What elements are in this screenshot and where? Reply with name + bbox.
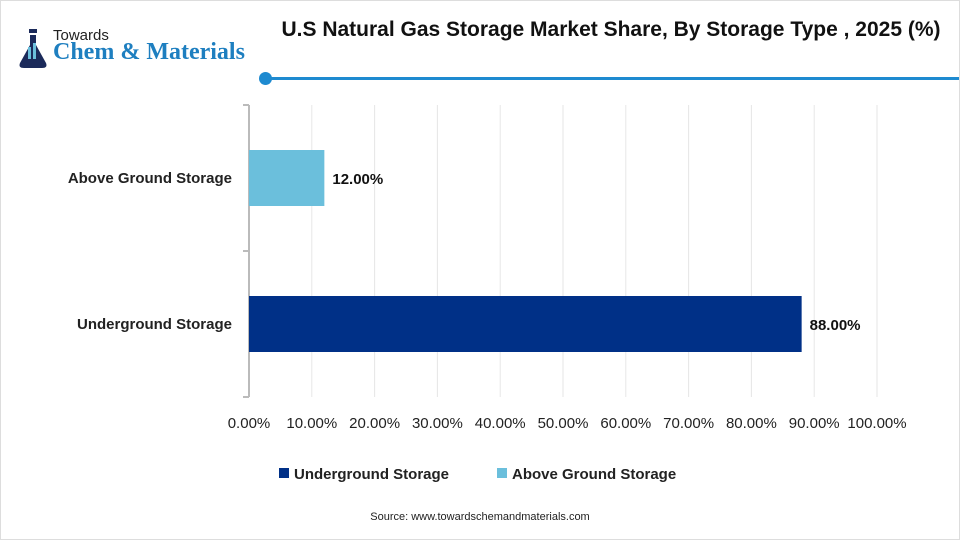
x-tick-label: 60.00%: [600, 415, 651, 432]
x-tick-label: 90.00%: [789, 415, 840, 432]
flask-icon: [19, 29, 47, 68]
data-label: 88.00%: [810, 317, 861, 334]
logo-line1: Towards: [53, 27, 109, 44]
bar-underground-storage: [249, 296, 802, 352]
title-rule-dot: [259, 72, 272, 85]
logo: Towards Chem & Materials: [17, 23, 257, 73]
source-text: Source: www.towardschemandmaterials.com: [370, 511, 590, 523]
x-tick-label: 10.00%: [286, 415, 337, 432]
x-tick-label: 80.00%: [726, 415, 777, 432]
legend-swatch: [279, 468, 289, 478]
x-tick-label: 70.00%: [663, 415, 714, 432]
x-tick-label: 40.00%: [475, 415, 526, 432]
x-tick-label: 100.00%: [847, 415, 906, 432]
data-label: 12.00%: [332, 171, 383, 188]
y-category-label: Above Ground Storage: [68, 170, 232, 187]
x-tick-label: 20.00%: [349, 415, 400, 432]
bar-above-ground-storage: [249, 150, 325, 206]
legend-label: Underground Storage: [294, 466, 449, 483]
x-tick-label: 0.00%: [228, 415, 271, 432]
x-tick-label: 30.00%: [412, 415, 463, 432]
logo-line2: Chem & Materials: [53, 39, 245, 65]
chart-title: U.S Natural Gas Storage Market Share, By…: [281, 18, 941, 41]
title-rule: [265, 77, 959, 80]
x-tick-label: 50.00%: [538, 415, 589, 432]
legend-swatch: [497, 468, 507, 478]
legend-label: Above Ground Storage: [512, 466, 676, 483]
y-category-label: Underground Storage: [77, 316, 232, 333]
